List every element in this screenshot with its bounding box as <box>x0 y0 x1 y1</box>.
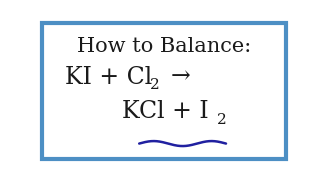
FancyBboxPatch shape <box>43 23 285 159</box>
Text: KI + Cl: KI + Cl <box>65 66 152 89</box>
Text: KCl + I: KCl + I <box>122 100 208 123</box>
Text: 2: 2 <box>150 78 160 92</box>
Text: How to Balance:: How to Balance: <box>77 37 251 56</box>
Text: →: → <box>170 66 190 89</box>
Text: 2: 2 <box>217 113 227 127</box>
